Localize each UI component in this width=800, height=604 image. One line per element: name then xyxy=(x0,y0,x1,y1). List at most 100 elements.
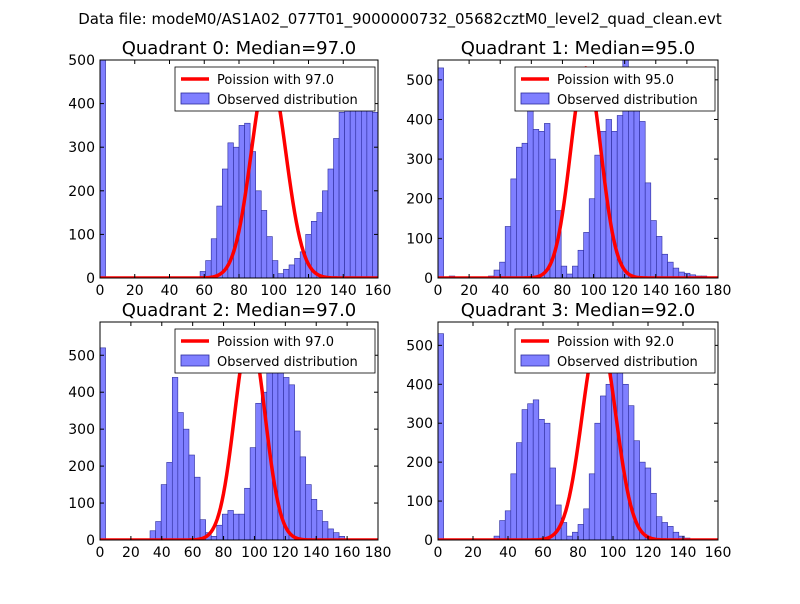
legend: Poission with 97.0 Observed distribution xyxy=(174,328,376,374)
histogram-bar xyxy=(233,513,240,540)
histogram-bar xyxy=(177,412,184,540)
subplot-title: Quadrant 3: Median=92.0 xyxy=(461,300,696,321)
histogram-bars xyxy=(100,60,423,278)
histogram-bar xyxy=(656,236,663,278)
histogram-bar xyxy=(538,131,545,278)
histogram-bar xyxy=(516,442,523,540)
histogram-bar xyxy=(438,67,444,278)
legend-observed-swatch xyxy=(180,92,210,105)
histogram-bar xyxy=(639,121,646,278)
legend-poisson-label: Poission with 97.0 xyxy=(217,335,334,350)
x-tick-label: 120 xyxy=(295,283,322,299)
y-tick-label: 100 xyxy=(406,231,433,247)
histogram-bar xyxy=(260,210,268,278)
y-tick-label: 0 xyxy=(424,533,433,549)
legend: Poission with 92.0 Observed distribution xyxy=(514,328,716,374)
x-tick-label: 140 xyxy=(670,545,697,561)
x-tick-label: 20 xyxy=(460,283,478,299)
histogram-bar xyxy=(544,422,551,540)
legend-observed-swatch xyxy=(520,92,550,105)
poisson-curve xyxy=(100,331,378,540)
histogram-bar xyxy=(238,513,245,540)
x-tick-label: 0 xyxy=(96,545,105,561)
subplot-quadrant-3: 0 20 40 60 80 100 120 140 160 0 100 200 300 400 500 Qua… xyxy=(406,300,731,561)
x-tick-label: 0 xyxy=(434,283,443,299)
legend-observed-label: Observed distribution xyxy=(217,355,358,370)
histogram-bar xyxy=(216,524,223,540)
histogram-bar xyxy=(294,258,301,278)
axes-frame xyxy=(437,59,719,279)
histogram-bar xyxy=(521,142,528,278)
y-tick-label: 200 xyxy=(68,184,95,200)
y-tick-label: 200 xyxy=(406,192,433,208)
histogram-bar xyxy=(650,220,657,278)
histogram-bar xyxy=(417,261,423,278)
x-tick-label: 100 xyxy=(241,545,268,561)
histogram-bar xyxy=(288,264,295,278)
y-tick-label: 100 xyxy=(406,494,433,510)
histogram-bar xyxy=(572,265,579,278)
histogram-bar xyxy=(272,260,279,278)
x-tick-label: 60 xyxy=(534,545,552,561)
histogram-bar xyxy=(266,236,273,278)
histogram-bar xyxy=(656,516,663,540)
x-tick-label: 140 xyxy=(330,283,357,299)
histogram-bar xyxy=(572,531,579,540)
y-tick-label: 400 xyxy=(68,385,95,401)
histogram-bar xyxy=(194,476,201,540)
histogram-bar xyxy=(583,232,590,278)
histogram-bar xyxy=(594,422,601,540)
x-tick-label: 100 xyxy=(600,545,627,561)
histogram-bar xyxy=(389,191,395,278)
x-tick-label: 140 xyxy=(303,545,330,561)
histogram-bar xyxy=(527,403,534,540)
histogram-bar xyxy=(538,419,545,540)
x-tick-label: 100 xyxy=(260,283,287,299)
x-tick-label: 40 xyxy=(153,545,171,561)
y-tick-label: 300 xyxy=(406,416,433,432)
histogram-bar xyxy=(216,205,223,278)
histogram-bar xyxy=(377,146,378,278)
histogram-bar xyxy=(588,198,596,278)
histogram-bar xyxy=(400,228,406,278)
legend: Poission with 97.0 Observed distribution xyxy=(174,66,376,112)
y-tick-label: 0 xyxy=(86,271,95,287)
x-tick-label: 180 xyxy=(705,283,732,299)
histogram-bar xyxy=(205,260,212,278)
legend-poisson-label: Poission with 92.0 xyxy=(557,335,674,350)
histogram-bar xyxy=(333,138,340,278)
subplot-quadrant-1: 0 20 40 60 80 100 120 140 160 1800100200300400500… xyxy=(406,38,731,299)
histogram-bar xyxy=(338,112,345,278)
histogram-bar xyxy=(249,151,256,278)
histogram-bar xyxy=(600,395,607,540)
histogram-bar xyxy=(560,265,568,278)
subplot-title: Quadrant 0: Median=97.0 xyxy=(122,38,357,59)
histogram-bar xyxy=(504,226,512,278)
histogram-bar xyxy=(499,520,506,540)
y-tick-label: 200 xyxy=(68,459,95,475)
histogram-bar xyxy=(661,522,668,540)
histogram-bar xyxy=(322,521,329,540)
histogram-bar xyxy=(583,508,590,540)
x-tick-label: 160 xyxy=(334,545,361,561)
y-tick-label: 400 xyxy=(406,112,433,128)
histogram-bar xyxy=(628,405,635,540)
histogram-bar xyxy=(100,347,106,540)
x-tick-label: 80 xyxy=(554,283,572,299)
histogram-bar xyxy=(566,273,573,278)
y-tick-label: 500 xyxy=(406,73,433,89)
histogram-bar xyxy=(283,377,290,540)
histogram-bar xyxy=(577,249,584,278)
histogram-bar xyxy=(316,510,323,540)
x-tick-label: 120 xyxy=(635,545,662,561)
x-tick-label: 80 xyxy=(230,283,248,299)
histogram-bar xyxy=(594,154,601,278)
histogram-bar xyxy=(577,524,584,540)
histogram-bar xyxy=(305,484,312,540)
histogram-bar xyxy=(411,250,417,278)
histogram-bar xyxy=(527,105,534,278)
histogram-bar xyxy=(372,112,378,278)
histogram-bar xyxy=(549,467,556,540)
x-tick-label: 120 xyxy=(272,545,299,561)
